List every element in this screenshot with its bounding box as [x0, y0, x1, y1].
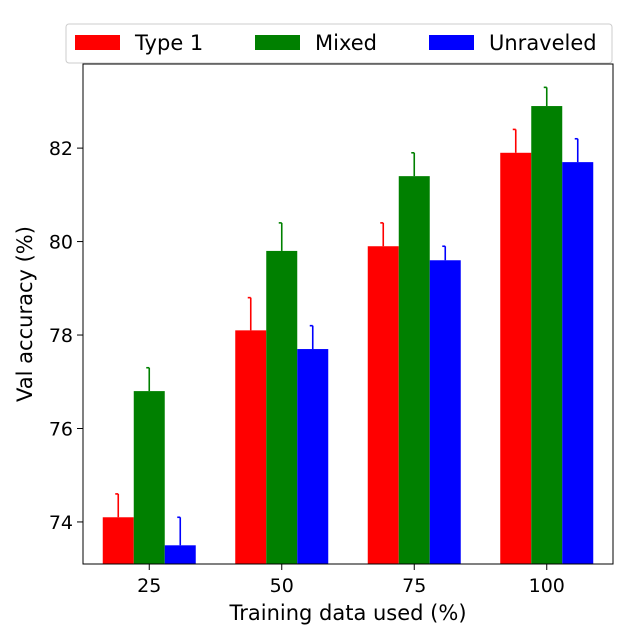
- y-tick-label: 76: [49, 418, 73, 440]
- plot-area: [102, 86, 594, 565]
- bar-type-1-25: [102, 517, 134, 564]
- y-tick-label: 82: [49, 138, 73, 160]
- bar-mixed-75: [398, 176, 430, 564]
- y-axis-label: Val accuracy (%): [13, 226, 37, 402]
- bar-mixed-50: [266, 250, 298, 564]
- legend-swatch-mixed: [255, 35, 300, 50]
- x-axis-label: Training data used (%): [228, 601, 466, 625]
- plot-frame: [82, 63, 614, 565]
- y-axis-ticks: 74 76 78 80 82: [49, 138, 83, 534]
- x-axis-ticks: 25 50 75 100: [137, 564, 565, 597]
- legend: Type 1 Mixed Unraveled: [65, 23, 613, 64]
- bar-unraveled-100: [562, 162, 594, 564]
- legend-label-type-1: Type 1: [134, 31, 203, 55]
- bar-unraveled-25: [164, 545, 196, 564]
- x-tick-label: 75: [402, 575, 426, 597]
- x-tick-label: 100: [529, 575, 565, 597]
- legend-label-mixed: Mixed: [315, 31, 377, 55]
- legend-label-unraveled: Unraveled: [489, 31, 597, 55]
- x-tick-label: 25: [137, 575, 161, 597]
- x-tick-label: 50: [270, 575, 294, 597]
- bar-mixed-100: [531, 106, 563, 564]
- bar-unraveled-50: [297, 349, 329, 564]
- y-tick-label: 78: [49, 325, 73, 347]
- legend-box: [65, 23, 613, 64]
- bar-unraveled-75: [429, 260, 461, 564]
- bar-mixed-25: [133, 391, 165, 564]
- bar-type-1-75: [367, 246, 399, 565]
- legend-swatch-unraveled: [429, 35, 474, 50]
- legend-swatch-type-1: [75, 35, 120, 50]
- bar-type-1-100: [500, 152, 532, 565]
- y-tick-label: 74: [49, 512, 73, 534]
- bar-type-1-50: [235, 330, 267, 564]
- y-tick-label: 80: [49, 232, 73, 254]
